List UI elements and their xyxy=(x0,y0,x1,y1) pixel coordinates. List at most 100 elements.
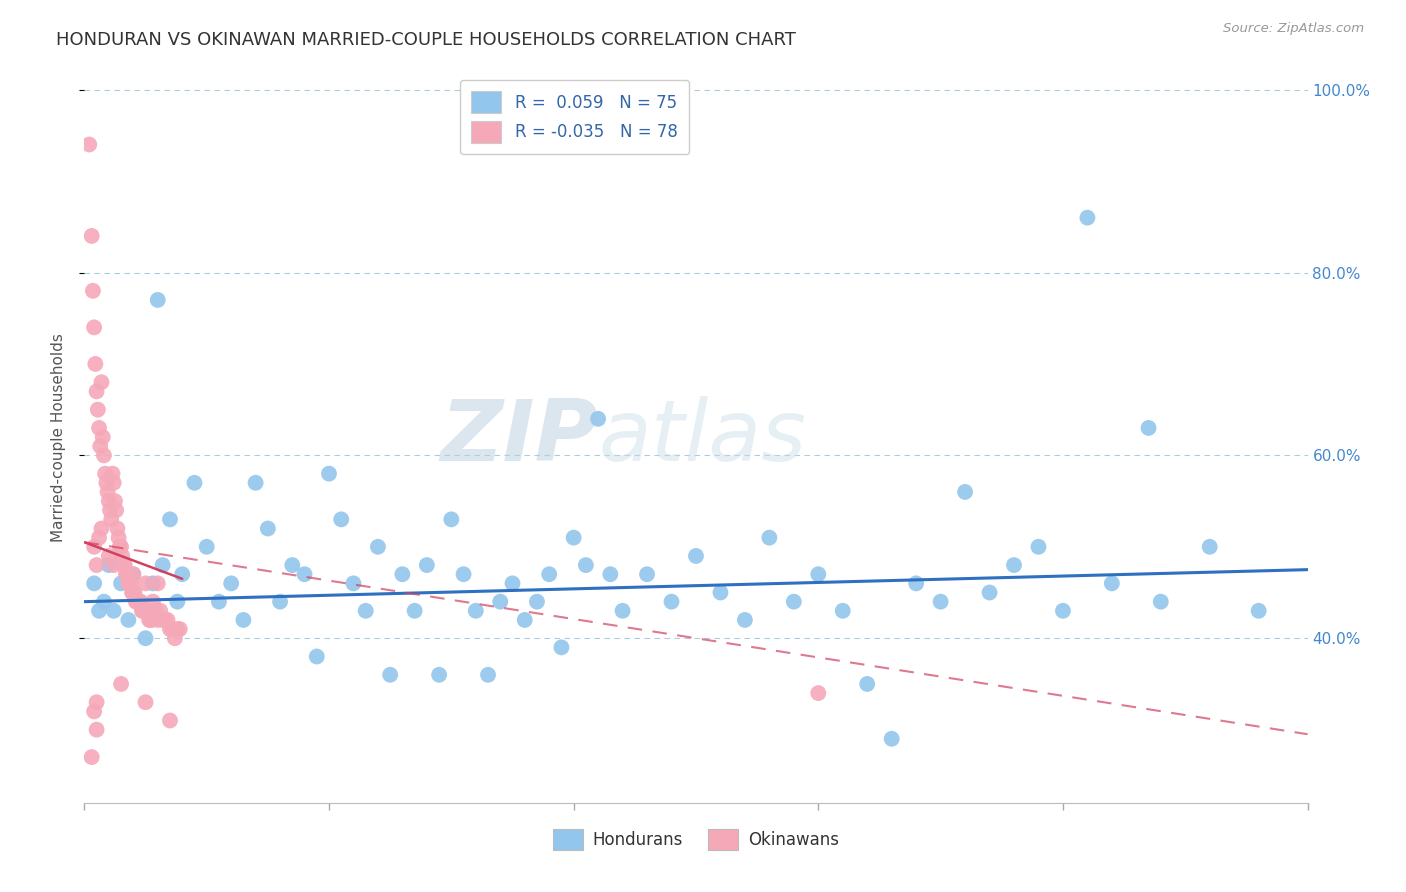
Point xyxy=(90,521,112,535)
Point xyxy=(367,540,389,554)
Point xyxy=(115,567,138,582)
Point xyxy=(166,595,188,609)
Point xyxy=(100,512,122,526)
Point xyxy=(661,595,683,609)
Point xyxy=(416,558,439,573)
Point xyxy=(380,667,402,682)
Point xyxy=(112,558,135,573)
Point xyxy=(87,531,110,545)
Point xyxy=(103,558,125,573)
Point xyxy=(98,503,121,517)
Point xyxy=(166,622,188,636)
Point xyxy=(135,604,157,618)
Point xyxy=(856,677,879,691)
Point xyxy=(550,640,572,655)
Point xyxy=(586,412,609,426)
Point xyxy=(105,503,128,517)
Point xyxy=(219,576,242,591)
Point xyxy=(136,604,159,618)
Point xyxy=(142,595,165,609)
Point xyxy=(122,585,145,599)
Point xyxy=(125,595,148,609)
Point xyxy=(125,595,148,609)
Point xyxy=(82,284,104,298)
Point xyxy=(269,595,291,609)
Point xyxy=(146,293,169,307)
Point xyxy=(1247,604,1270,618)
Point xyxy=(86,723,108,737)
Point xyxy=(562,531,585,545)
Point xyxy=(134,604,156,618)
Point xyxy=(96,475,118,490)
Point xyxy=(1101,576,1123,591)
Point xyxy=(599,567,621,582)
Point xyxy=(94,467,117,481)
Point xyxy=(127,595,149,609)
Point xyxy=(146,613,169,627)
Point xyxy=(139,613,162,627)
Point xyxy=(105,521,128,535)
Point xyxy=(526,595,548,609)
Point xyxy=(354,604,377,618)
Point xyxy=(1150,595,1173,609)
Point xyxy=(232,613,254,627)
Point xyxy=(86,384,108,399)
Point xyxy=(84,357,107,371)
Point xyxy=(156,613,179,627)
Point xyxy=(124,585,146,599)
Point xyxy=(97,494,120,508)
Legend: Hondurans, Okinawans: Hondurans, Okinawans xyxy=(546,822,846,856)
Point xyxy=(342,576,364,591)
Point xyxy=(807,686,830,700)
Point xyxy=(636,567,658,582)
Point xyxy=(880,731,903,746)
Point xyxy=(440,512,463,526)
Point xyxy=(132,604,155,618)
Point xyxy=(87,421,110,435)
Point xyxy=(107,531,129,545)
Point xyxy=(245,475,267,490)
Point xyxy=(183,475,205,490)
Point xyxy=(135,695,157,709)
Point xyxy=(294,567,316,582)
Point xyxy=(135,604,157,618)
Point xyxy=(152,613,174,627)
Point xyxy=(135,576,157,591)
Point xyxy=(97,549,120,563)
Point xyxy=(110,576,132,591)
Point xyxy=(318,467,340,481)
Point xyxy=(83,540,105,554)
Point xyxy=(513,613,536,627)
Point xyxy=(489,595,512,609)
Point xyxy=(208,595,231,609)
Point xyxy=(163,632,186,646)
Point xyxy=(87,604,110,618)
Point xyxy=(1028,540,1050,554)
Point xyxy=(138,613,160,627)
Point xyxy=(110,677,132,691)
Point xyxy=(612,604,634,618)
Point xyxy=(117,576,139,591)
Point xyxy=(502,576,524,591)
Text: ZIP: ZIP xyxy=(440,395,598,479)
Point xyxy=(905,576,928,591)
Point xyxy=(807,567,830,582)
Point xyxy=(128,595,150,609)
Point xyxy=(114,558,136,573)
Point xyxy=(80,228,103,243)
Point xyxy=(77,137,100,152)
Point xyxy=(110,540,132,554)
Point xyxy=(734,613,756,627)
Point xyxy=(93,449,115,463)
Point xyxy=(1198,540,1220,554)
Point xyxy=(118,576,141,591)
Point xyxy=(83,705,105,719)
Point xyxy=(122,567,145,582)
Point xyxy=(831,604,853,618)
Point xyxy=(159,512,181,526)
Point xyxy=(129,595,152,609)
Point xyxy=(131,604,153,618)
Point xyxy=(685,549,707,563)
Point xyxy=(149,604,172,618)
Point xyxy=(120,576,142,591)
